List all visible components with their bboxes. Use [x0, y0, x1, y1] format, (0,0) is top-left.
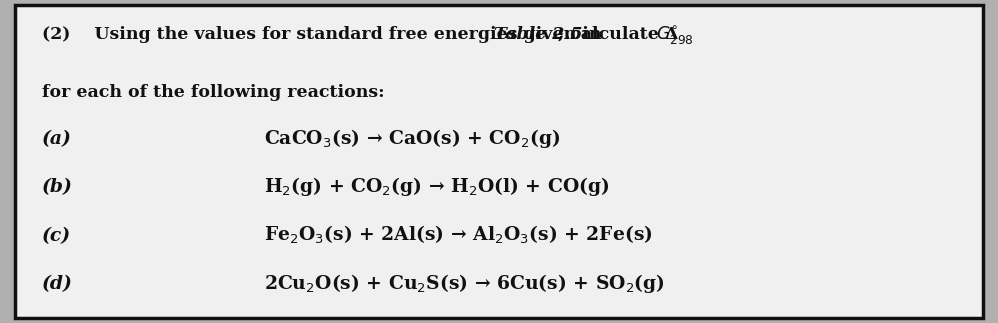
Text: H$_2$(g) + CO$_2$(g) → H$_2$O(l) + CO(g): H$_2$(g) + CO$_2$(g) → H$_2$O(l) + CO(g) — [264, 175, 610, 198]
Text: (b): (b) — [42, 178, 73, 196]
Text: (2)    Using the values for standard free energies given in: (2) Using the values for standard free e… — [42, 26, 608, 43]
Text: CaCO$_3$(s) → CaO(s) + CO$_2$(g): CaCO$_3$(s) → CaO(s) + CO$_2$(g) — [264, 127, 561, 150]
Text: Fe$_2$O$_3$(s) + 2Al(s) → Al$_2$O$_3$(s) + 2Fe(s): Fe$_2$O$_3$(s) + 2Al(s) → Al$_2$O$_3$(s)… — [264, 224, 653, 246]
Text: $G^{\circ}_{298}$: $G^{\circ}_{298}$ — [657, 24, 694, 46]
Text: (d): (d) — [42, 275, 73, 293]
FancyBboxPatch shape — [15, 5, 983, 318]
Text: (a): (a) — [42, 130, 72, 148]
Text: Table 2.5: Table 2.5 — [494, 26, 583, 43]
Text: 2Cu$_2$O(s) + Cu$_2$S(s) → 6Cu(s) + SO$_2$(g): 2Cu$_2$O(s) + Cu$_2$S(s) → 6Cu(s) + SO$_… — [264, 272, 666, 295]
Text: , calculate Δ: , calculate Δ — [559, 26, 679, 43]
Text: for each of the following reactions:: for each of the following reactions: — [42, 84, 384, 101]
Text: (c): (c) — [42, 227, 71, 245]
